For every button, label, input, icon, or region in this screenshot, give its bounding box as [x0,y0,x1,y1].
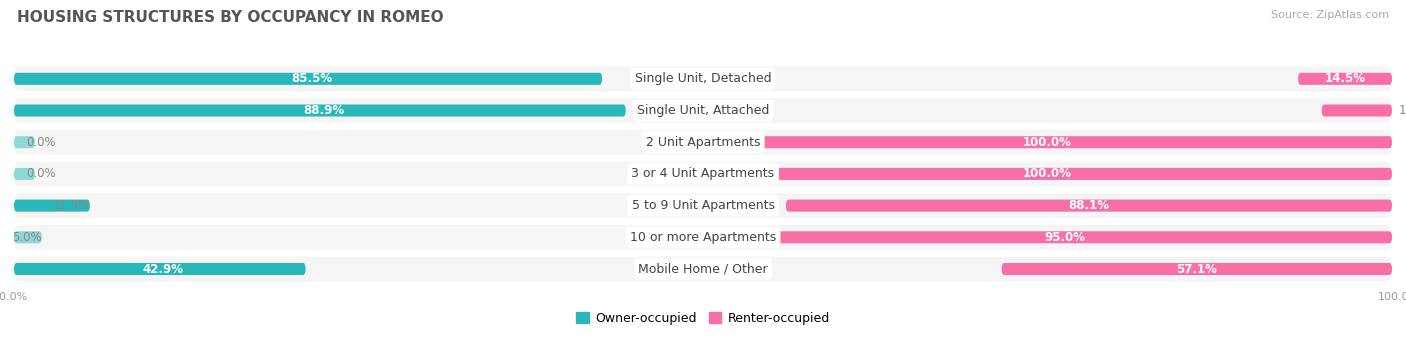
Text: 14.5%: 14.5% [1324,72,1365,85]
Text: Single Unit, Attached: Single Unit, Attached [637,104,769,117]
Text: 42.9%: 42.9% [143,263,184,276]
Text: 2 Unit Apartments: 2 Unit Apartments [645,136,761,149]
FancyBboxPatch shape [14,73,602,85]
FancyBboxPatch shape [14,263,305,275]
FancyBboxPatch shape [14,136,35,148]
FancyBboxPatch shape [738,231,1392,243]
Text: 100.0%: 100.0% [1024,136,1071,149]
Text: 11.1%: 11.1% [1399,104,1406,117]
FancyBboxPatch shape [14,104,626,117]
Text: 5 to 9 Unit Apartments: 5 to 9 Unit Apartments [631,199,775,212]
Text: Single Unit, Detached: Single Unit, Detached [634,72,772,85]
FancyBboxPatch shape [14,199,90,212]
Text: 100.0%: 100.0% [1024,167,1071,180]
FancyBboxPatch shape [14,66,1392,91]
FancyBboxPatch shape [14,98,1392,123]
Text: 0.0%: 0.0% [27,167,56,180]
Text: Mobile Home / Other: Mobile Home / Other [638,263,768,276]
Text: 5.0%: 5.0% [13,231,42,244]
Text: HOUSING STRUCTURES BY OCCUPANCY IN ROMEO: HOUSING STRUCTURES BY OCCUPANCY IN ROMEO [17,10,443,25]
FancyBboxPatch shape [14,162,1392,186]
Text: 88.1%: 88.1% [1069,199,1109,212]
Text: 85.5%: 85.5% [291,72,332,85]
FancyBboxPatch shape [14,257,1392,281]
Text: 57.1%: 57.1% [1177,263,1218,276]
FancyBboxPatch shape [14,193,1392,218]
FancyBboxPatch shape [14,130,1392,154]
FancyBboxPatch shape [14,225,1392,250]
Text: 95.0%: 95.0% [1045,231,1085,244]
Legend: Owner-occupied, Renter-occupied: Owner-occupied, Renter-occupied [571,307,835,330]
Text: 3 or 4 Unit Apartments: 3 or 4 Unit Apartments [631,167,775,180]
Text: Source: ZipAtlas.com: Source: ZipAtlas.com [1271,10,1389,20]
FancyBboxPatch shape [14,168,35,180]
FancyBboxPatch shape [703,136,1392,148]
Text: 0.0%: 0.0% [27,136,56,149]
FancyBboxPatch shape [1001,263,1392,275]
FancyBboxPatch shape [1298,73,1392,85]
Text: 88.9%: 88.9% [302,104,344,117]
FancyBboxPatch shape [786,199,1392,212]
FancyBboxPatch shape [1322,104,1392,117]
Text: 11.9%: 11.9% [52,199,90,212]
FancyBboxPatch shape [703,168,1392,180]
Text: 10 or more Apartments: 10 or more Apartments [630,231,776,244]
FancyBboxPatch shape [14,231,42,243]
